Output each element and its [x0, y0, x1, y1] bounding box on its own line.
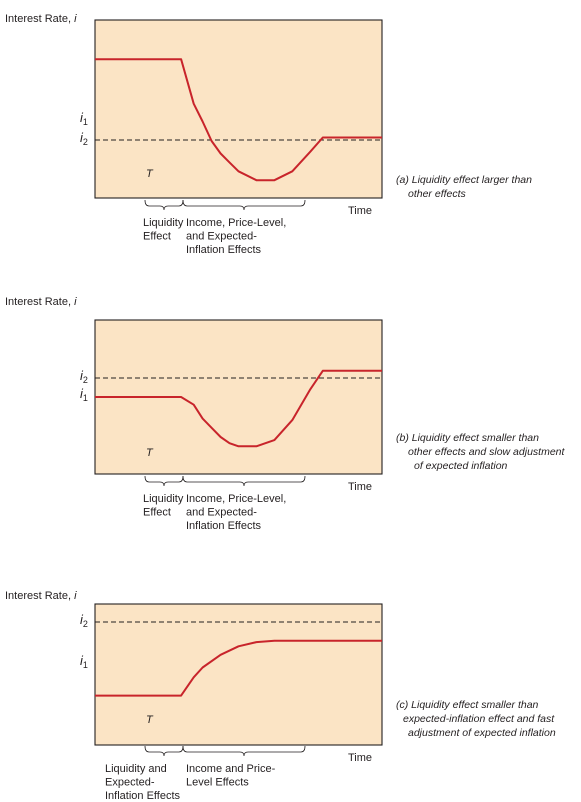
panel-a-bracket-1-label-line-2: Effect: [143, 231, 171, 243]
panel-b-tick-label-i2: i2: [80, 368, 88, 385]
panel-c-bracket-2-label-line-1: Income and Price-: [186, 763, 276, 775]
panel-a-caption-line-2: other effects: [408, 188, 467, 200]
panel-a-bracket-2: [182, 199, 306, 211]
panel-a-tick-label-i2: i2: [80, 130, 88, 147]
panel-a-caption-line-1: (a) Liquidity effect larger than: [396, 174, 532, 186]
panel-b-caption-line-2: other effects and slow adjustment: [408, 446, 566, 458]
panel-b-bracket-1-label-line-2: Effect: [143, 507, 171, 519]
panel-b-bracket-2-label-line-3: Inflation Effects: [186, 520, 262, 532]
panel-c-event-label-T: T: [146, 714, 154, 726]
panel-a-x-axis-label: Time: [348, 205, 372, 217]
panel-c-caption-line-3: adjustment of expected inflation: [408, 727, 556, 739]
panel-a-bracket-1-label-line-1: Liquidity: [143, 217, 184, 229]
panel-c-bracket-2: [182, 745, 306, 757]
panel-c-interest-rate-curve: [95, 639, 382, 697]
panel-c-y-axis-label: Interest Rate, i: [5, 590, 77, 602]
panel-c-bracket-1-label-line-1: Liquidity and: [105, 763, 167, 775]
panel-c-tick-label-i2: i2: [80, 612, 88, 629]
panel-b-event-label-T: T: [146, 447, 154, 459]
panel-b-interest-rate-curve: [95, 369, 382, 448]
panel-a-y-axis-label: Interest Rate, i: [5, 13, 77, 25]
panel-c-plot-area: [94, 603, 383, 746]
panel-a-tick-label-i1: i1: [80, 110, 88, 127]
panel-c-bracket-1: [144, 745, 184, 757]
panel-a-interest-rate-curve: [95, 58, 382, 182]
panel-c-x-axis-label: Time: [348, 752, 372, 764]
panel-b-x-axis-label: Time: [348, 481, 372, 493]
panel-b-bracket-2-label-line-2: and Expected-: [186, 507, 257, 519]
panel-c-bracket-2-label-line-2: Level Effects: [186, 777, 249, 789]
panel-c-caption-line-1: (c) Liquidity effect smaller than: [396, 699, 539, 711]
panel-b-bracket-1-label-line-1: Liquidity: [143, 493, 184, 505]
panel-c-bracket-1-label-line-2: Expected-: [105, 777, 155, 789]
panel-a-event-label-T: T: [146, 168, 154, 180]
panel-b-bracket-2-label-line-1: Income, Price-Level,: [186, 493, 286, 505]
panel-b-bracket-2: [182, 475, 306, 487]
panel-a-bracket-2-label-line-3: Inflation Effects: [186, 244, 262, 256]
panel-b-caption-line-1: (b) Liquidity effect smaller than: [396, 432, 539, 444]
panel-b-y-axis-label: Interest Rate, i: [5, 296, 77, 308]
panel-a-bracket-2-label-line-2: and Expected-: [186, 231, 257, 243]
panel-a-plot-area: [94, 19, 383, 199]
panel-c-caption-line-2: expected-inflation effect and fast: [403, 713, 555, 725]
panel-b-tick-label-i1: i1: [80, 386, 88, 403]
panel-c-tick-label-i1: i1: [80, 653, 88, 670]
panel-b-bracket-1: [144, 475, 184, 487]
panel-a-bracket-1: [144, 199, 184, 211]
panel-b-caption-line-3: of expected inflation: [414, 460, 508, 472]
panel-c-bracket-1-label-line-3: Inflation Effects: [105, 790, 181, 802]
panel-a-bracket-2-label-line-1: Income, Price-Level,: [186, 217, 286, 229]
